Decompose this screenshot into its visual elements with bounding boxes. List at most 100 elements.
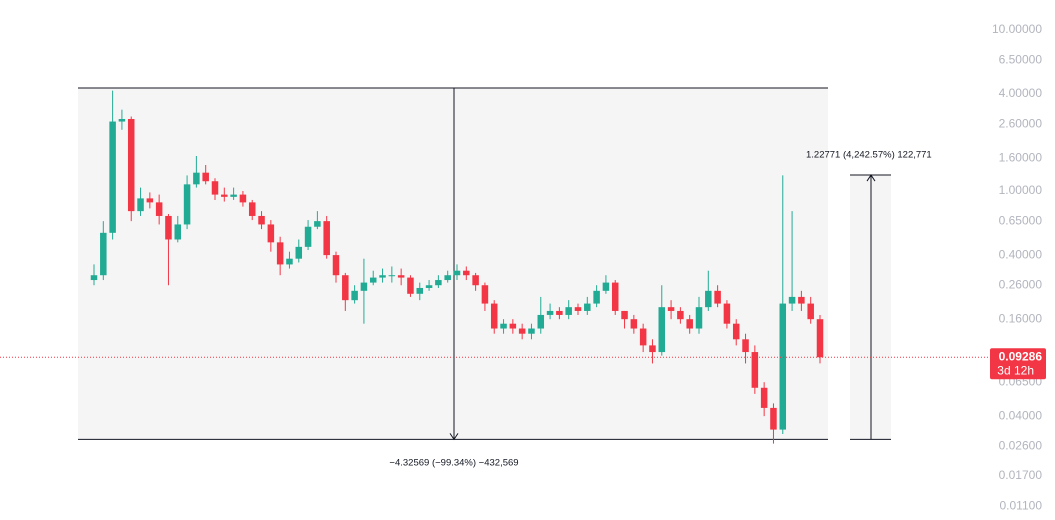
candle-body [751,352,759,388]
candle-body [686,319,693,329]
candle-body [658,307,666,353]
candle-body [379,275,386,278]
candle-body [239,194,247,203]
candle-body [165,215,172,240]
candle-body [453,270,461,276]
candle-body [258,215,265,225]
candle-body [295,246,303,259]
candle-body [556,310,563,315]
measure-label: 1.22771 (4,242.57%) 122,771 [806,150,932,161]
candle-body [500,323,507,329]
candle-body [630,319,638,329]
candle-body [770,407,777,430]
candle-body [472,275,479,286]
candle-body [248,202,256,216]
countdown-label: 3d 12h [997,363,1034,377]
y-tick-label: 2.60000 [999,116,1043,130]
y-tick-label: 0.01100 [1000,499,1043,513]
candle-body [788,296,796,304]
candle-body [183,184,191,225]
measure-box [78,88,828,440]
candle-body [537,314,545,329]
candle-body [109,121,116,233]
y-tick-label: 0.02600 [999,438,1043,452]
y-tick-label: 6.50000 [999,52,1043,66]
candle-body [760,387,768,408]
y-tick-label: 10.00000 [992,22,1042,36]
candle-body [593,290,600,304]
candle-body [621,310,628,320]
candle-body [723,303,731,324]
candle-body [146,198,154,203]
candle-body [407,277,414,294]
last-price-label: 0.09286 [999,349,1043,363]
candle-body [360,282,368,291]
y-tick-label: 0.01700 [999,468,1043,482]
candle-body [425,285,433,288]
candle-body [435,280,442,286]
arrow-head [449,433,459,441]
candle-body [490,303,498,329]
measure-label: −4.32569 (−99.34%) −432,569 [389,458,518,469]
candle-body [202,172,209,182]
candle-body [416,287,424,294]
y-tick-label: 4.00000 [999,86,1043,100]
candle-body [323,221,330,256]
candle-body [677,310,684,320]
candle-body [667,307,675,311]
candle-body [127,119,135,212]
candle-body [193,172,200,185]
candle-body [807,303,814,320]
candle-body [714,290,721,304]
candle-body [174,224,182,240]
candle-body [602,282,610,291]
y-tick-label: 1.00000 [999,183,1043,197]
candle-body [444,275,451,281]
candle-body [342,275,349,301]
y-tick-label: 1.60000 [999,150,1043,164]
candle-body [649,345,656,353]
candle-body [304,226,312,247]
candle-body [518,328,526,334]
candle-body [565,307,572,315]
candle-body [546,310,554,315]
candle-body [137,198,144,212]
candle-body [463,270,470,276]
candle-body [332,255,340,276]
y-tick-label: 0.26000 [999,277,1043,291]
candle-body [369,277,377,283]
candle-body [732,323,740,340]
candle-body [230,194,237,197]
last-price-box [990,348,1046,380]
y-tick-label: 0.16000 [999,311,1043,325]
candle-body [211,181,219,195]
candle-body [351,290,358,301]
candle-body [695,307,703,329]
arrow-head [866,174,876,182]
candle-body [798,296,805,304]
candle-body [705,290,712,308]
candle-body [509,323,517,329]
candle-body [742,339,749,353]
candle-body [276,242,284,265]
candle-body [90,275,98,281]
candle-body [779,303,787,430]
candle-body [155,202,163,216]
candle-body [528,328,535,334]
y-tick-label: 0.04000 [999,408,1043,422]
candle-body [611,282,619,311]
y-tick-label: 0.40000 [999,247,1043,261]
candle-body [314,221,321,227]
y-tick-label: 0.65000 [999,213,1043,227]
candle-body [584,303,591,311]
candle-body [118,119,126,122]
candle-body [816,319,824,358]
candle-body [397,275,405,278]
candle-body [221,194,228,197]
candle-body [481,285,489,304]
candle-body [388,275,396,277]
candle-body [100,232,107,276]
candle-body [267,224,275,243]
candle-body [286,258,293,265]
